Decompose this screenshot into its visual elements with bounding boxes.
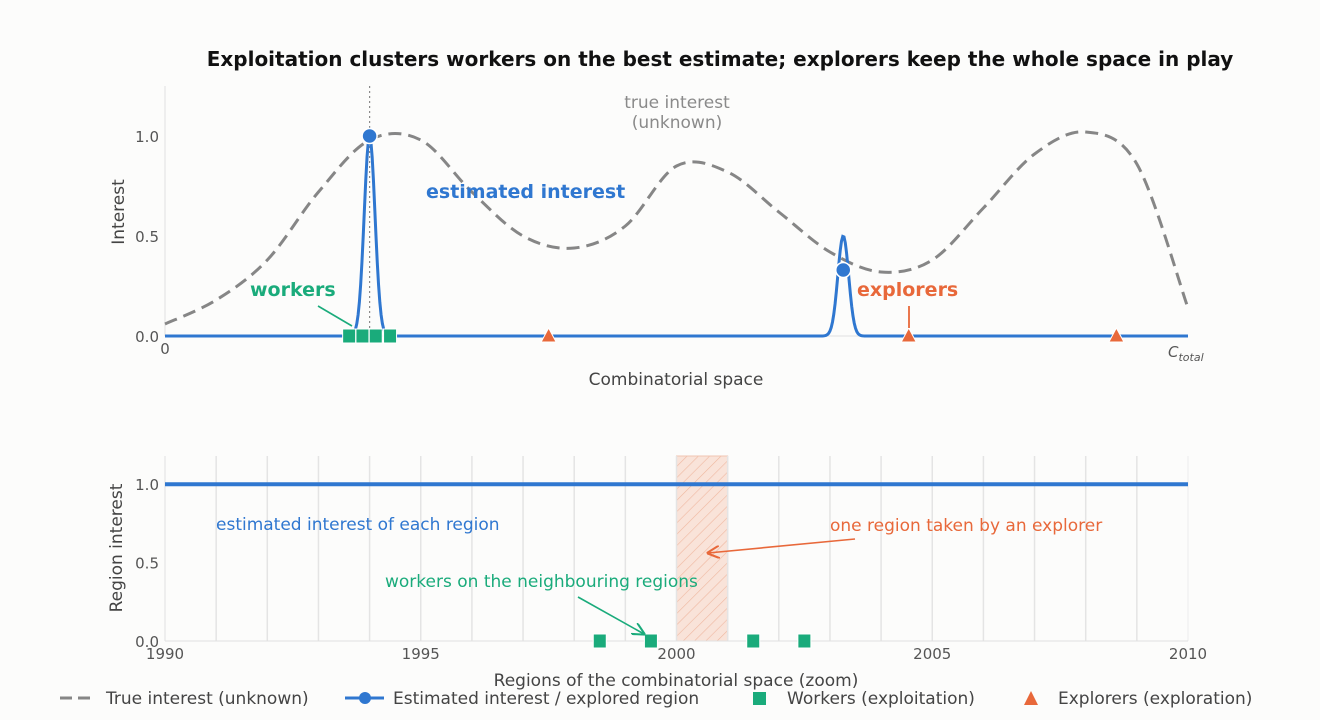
workers-annotation: workers — [250, 279, 336, 301]
bottom-y-tick-label: 1.0 — [135, 476, 159, 494]
explorer-marker — [900, 326, 918, 343]
region-estimated-annotation: estimated interest of each region — [216, 515, 500, 535]
explorer-region-annotation: one region taken by an explorer — [830, 516, 1102, 536]
legend-label-true-interest: True interest (unknown) — [105, 689, 309, 709]
legend-item-estimated-interest: Estimated interest / explored region — [345, 689, 699, 709]
top-x-tick-end: Ctotal — [1168, 343, 1204, 364]
legend-square-icon — [753, 692, 766, 705]
bottom-x-tick-label: 2010 — [1169, 645, 1207, 663]
top-x-tick-start: 0 — [160, 340, 170, 358]
legend-item-explorers: Explorers (exploration) — [1024, 689, 1252, 709]
bottom-y-tick-label: 0.5 — [135, 555, 159, 573]
worker-marker — [342, 328, 357, 344]
top-x-tick-end-base: C — [1168, 343, 1179, 361]
legend-item-workers: Workers (exploitation) — [753, 689, 975, 709]
explorer-region-arrow — [708, 538, 856, 553]
estimated-interest-point — [361, 127, 378, 145]
explorers-annotation: explorers — [857, 279, 958, 301]
explorer-marker — [1108, 326, 1125, 343]
bottom-x-axis-label: Regions of the combinatorial space (zoom… — [494, 671, 859, 691]
top-y-tick-label: 1.0 — [135, 128, 159, 146]
bottom-x-tick-label: 2000 — [657, 645, 695, 663]
worker-marker — [368, 328, 383, 344]
top-y-tick-label: 0.5 — [135, 228, 159, 246]
legend-label-estimated-interest: Estimated interest / explored region — [393, 689, 699, 709]
bottom-x-tick-label: 2005 — [913, 645, 951, 663]
true-interest-curve — [164, 130, 1190, 326]
explorer-marker — [540, 326, 557, 343]
legend-triangle-icon — [1024, 691, 1038, 705]
region-worker-marker — [746, 633, 761, 649]
legend-label-explorers: Explorers (exploration) — [1058, 689, 1252, 709]
estimated-interest-curve — [165, 135, 1188, 338]
true-interest-annotation-line2: (unknown) — [632, 113, 723, 133]
worker-marker — [383, 328, 398, 344]
legend-label-workers: Workers (exploitation) — [787, 689, 975, 709]
bottom-x-tick-label: 1990 — [146, 645, 184, 663]
estimated-interest-point — [834, 261, 852, 279]
legend-item-true-interest: True interest (unknown) — [60, 689, 309, 709]
top-x-tick-end-sub: total — [1178, 351, 1203, 364]
legend-dot-icon — [359, 692, 371, 704]
bottom-y-axis-label: Region interest — [107, 483, 127, 612]
region-worker-marker — [797, 633, 812, 649]
bottom-panel: 0.0 0.5 1.0 1990 1995 2000 2005 2010 Regions o… — [107, 455, 1207, 691]
true-interest-annotation-line1: true interest — [624, 93, 730, 113]
top-y-tick-label: 0.0 — [135, 328, 159, 346]
region-worker-marker — [643, 633, 658, 649]
neighbour-workers-annotation: workers on the neighbouring regions — [385, 572, 698, 592]
legend: True interest (unknown) Estimated intere… — [60, 689, 1252, 709]
workers-annotation-arrow — [317, 305, 353, 327]
neighbour-workers-arrow — [577, 596, 644, 634]
estimated-interest-annotation: estimated interest — [426, 181, 625, 203]
bottom-y-tick-label: 0.0 — [135, 633, 159, 651]
worker-marker — [355, 328, 370, 344]
top-x-axis-label: Combinatorial space — [589, 370, 764, 390]
bottom-x-tick-label: 1995 — [402, 645, 440, 663]
region-worker-marker — [592, 633, 607, 649]
top-panel: 0.0 0.5 1.0 0 Ctotal Combinatorial space I… — [109, 86, 1204, 390]
top-y-axis-label: Interest — [109, 179, 129, 245]
chart-title: Exploitation clusters workers on the bes… — [207, 47, 1234, 71]
